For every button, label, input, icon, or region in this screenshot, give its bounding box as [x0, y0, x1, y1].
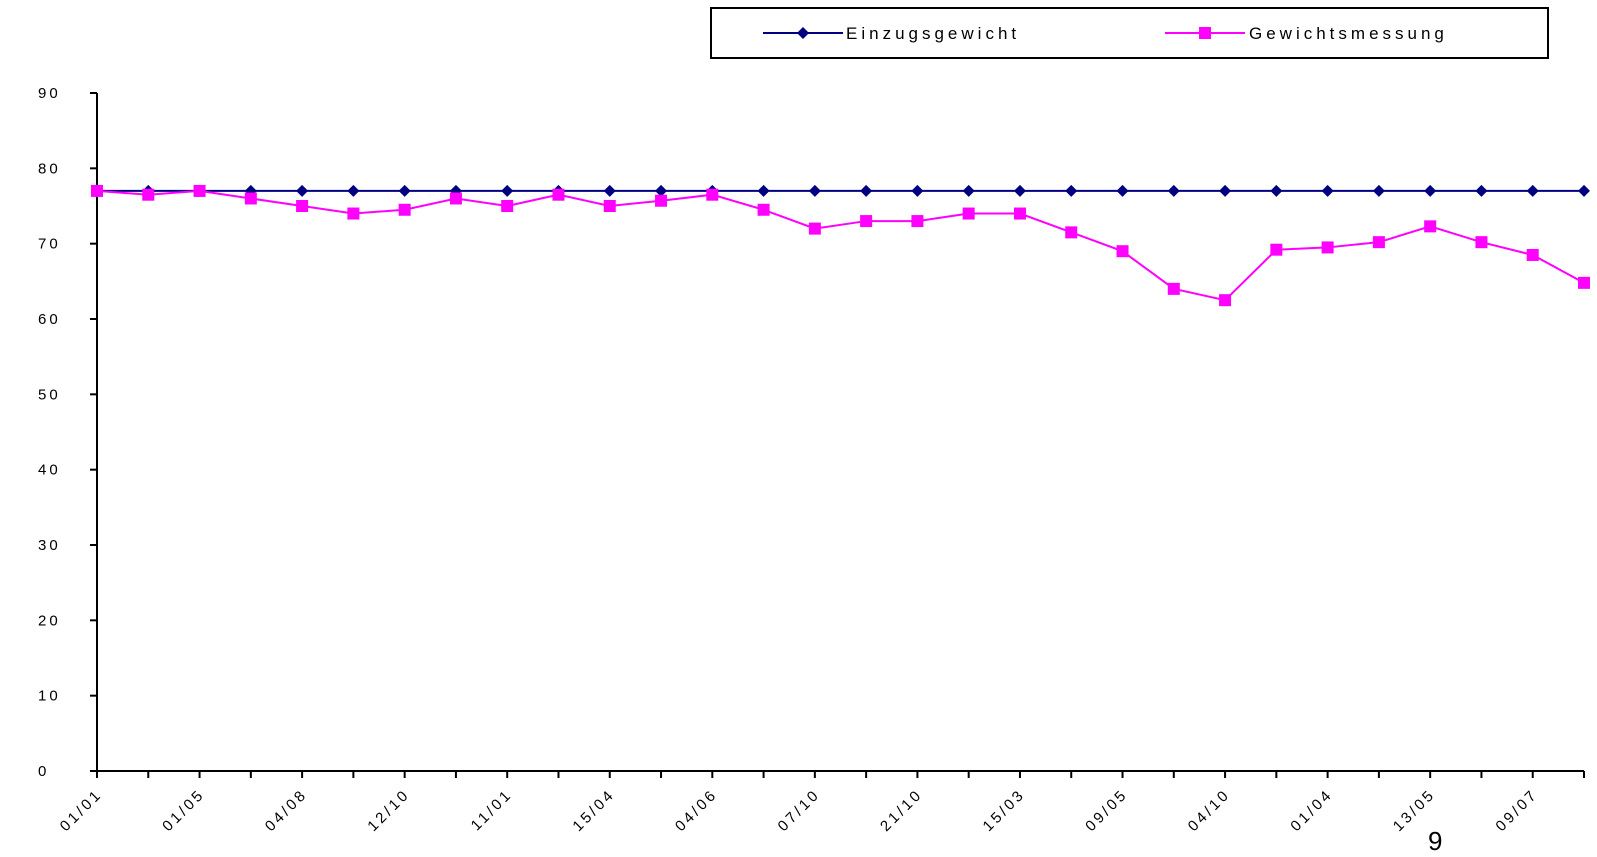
- data-point-gewichtsmessung: [1475, 236, 1488, 249]
- x-tick-label: 11/01: [468, 786, 516, 834]
- data-point-einzugsgewicht: [1475, 184, 1488, 197]
- x-tick-label: 15/03: [980, 786, 1029, 835]
- x-tick-label: 01/05: [159, 786, 208, 835]
- x-tick-label: 12/10: [364, 786, 413, 835]
- data-point-gewichtsmessung: [911, 215, 924, 228]
- y-tick-label: 90: [38, 85, 61, 102]
- data-point-gewichtsmessung: [1424, 220, 1437, 233]
- data-point-gewichtsmessung: [1065, 226, 1078, 239]
- data-point-gewichtsmessung: [1116, 245, 1129, 258]
- legend-marker-gewichtsmessung: [1199, 27, 1211, 39]
- data-point-gewichtsmessung: [1372, 236, 1385, 249]
- data-point-gewichtsmessung: [296, 200, 309, 212]
- data-point-gewichtsmessung: [449, 192, 462, 205]
- data-point-einzugsgewicht: [962, 184, 975, 197]
- legend-label-einzugsgewicht: Einzugsgewicht: [846, 24, 1020, 43]
- data-point-gewichtsmessung: [347, 207, 360, 220]
- data-point-einzugsgewicht: [757, 184, 770, 197]
- data-point-einzugsgewicht: [1321, 184, 1334, 197]
- x-tick-label: 04/10: [1185, 786, 1234, 835]
- data-point-gewichtsmessung: [757, 203, 770, 216]
- data-point-gewichtsmessung: [1167, 282, 1180, 295]
- y-tick-label: 20: [38, 612, 61, 629]
- data-point-gewichtsmessung: [860, 215, 873, 228]
- data-point-einzugsgewicht: [603, 184, 616, 197]
- data-point-einzugsgewicht: [1013, 184, 1026, 197]
- data-point-gewichtsmessung: [1013, 207, 1026, 220]
- y-tick-label: 80: [38, 160, 61, 177]
- data-point-einzugsgewicht: [1526, 184, 1539, 197]
- x-tick-label: 15/04: [569, 786, 618, 835]
- data-point-gewichtsmessung: [1270, 243, 1283, 256]
- data-point-einzugsgewicht: [1116, 184, 1129, 197]
- data-point-einzugsgewicht: [296, 184, 309, 197]
- data-point-gewichtsmessung: [1578, 276, 1590, 289]
- data-point-einzugsgewicht: [1065, 184, 1078, 197]
- data-point-gewichtsmessung: [1219, 294, 1232, 307]
- legend-marker-einzugsgewicht: [797, 27, 809, 39]
- data-point-gewichtsmessung: [142, 188, 155, 201]
- data-point-gewichtsmessung: [398, 203, 411, 216]
- y-tick-label: 0: [38, 763, 49, 780]
- page-number: 9: [1428, 826, 1443, 856]
- data-point-einzugsgewicht: [1424, 184, 1437, 197]
- data-point-gewichtsmessung: [808, 222, 821, 235]
- x-tick-label: 04/08: [262, 786, 311, 835]
- x-tick-label: 01/01: [57, 786, 106, 835]
- y-tick-label: 40: [38, 462, 61, 479]
- data-point-einzugsgewicht: [501, 184, 514, 197]
- data-point-gewichtsmessung: [244, 192, 257, 205]
- data-point-einzugsgewicht: [911, 184, 924, 197]
- data-point-einzugsgewicht: [808, 184, 821, 197]
- data-point-gewichtsmessung: [91, 184, 103, 197]
- data-point-einzugsgewicht: [1167, 184, 1180, 197]
- x-tick-label: 07/10: [775, 786, 824, 835]
- y-tick-label: 70: [38, 236, 61, 253]
- x-tick-label: 09/07: [1492, 786, 1541, 835]
- series-line-gewichtsmessung: [96, 189, 1585, 302]
- data-point-gewichtsmessung: [552, 188, 565, 201]
- data-point-einzugsgewicht: [860, 184, 873, 197]
- y-tick-label: 10: [38, 688, 61, 705]
- data-point-gewichtsmessung: [1526, 248, 1539, 261]
- data-point-einzugsgewicht: [655, 184, 668, 197]
- data-point-einzugsgewicht: [1219, 184, 1232, 197]
- data-point-einzugsgewicht: [398, 184, 411, 197]
- legend: Einzugsgewicht Gewichtsmessung: [710, 7, 1549, 59]
- data-point-gewichtsmessung: [193, 184, 206, 197]
- data-point-gewichtsmessung: [706, 188, 719, 201]
- data-point-einzugsgewicht: [347, 184, 360, 197]
- legend-box: [710, 7, 1549, 59]
- data-point-gewichtsmessung: [1321, 241, 1334, 254]
- axes: 0 10 20 30 40 50 60 70 80 90 01/01 01/05 04/08 12/10 1…: [38, 85, 1585, 835]
- y-tick-label: 50: [38, 386, 61, 403]
- y-tick-label: 60: [38, 311, 61, 328]
- series-layer: [91, 184, 1590, 307]
- legend-label-gewichtsmessung: Gewichtsmessung: [1249, 24, 1448, 43]
- data-point-einzugsgewicht: [1578, 184, 1590, 197]
- data-point-einzugsgewicht: [1270, 184, 1283, 197]
- data-point-gewichtsmessung: [501, 200, 514, 212]
- x-tick-label: 04/06: [672, 786, 721, 835]
- data-point-gewichtsmessung: [962, 207, 975, 220]
- x-tick-label: 21/10: [877, 786, 926, 835]
- y-tick-label: 30: [38, 537, 61, 554]
- x-tick-label: 01/04: [1287, 786, 1336, 835]
- x-tick-label: 09/05: [1082, 786, 1131, 835]
- data-point-gewichtsmessung: [655, 194, 668, 207]
- data-point-gewichtsmessung: [603, 200, 616, 212]
- data-point-einzugsgewicht: [1372, 184, 1385, 197]
